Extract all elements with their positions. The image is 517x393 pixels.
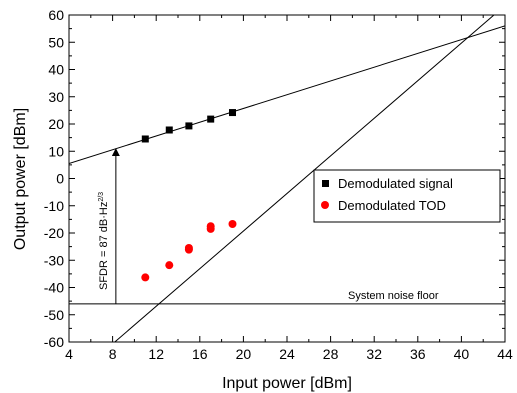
- legend-label-signal: Demodulated signal: [338, 176, 453, 191]
- sfdr-text: SFDR = 87 dB·Hz: [98, 202, 110, 290]
- x-tick-label: 28: [323, 346, 339, 362]
- y-tick-label: 10: [48, 143, 64, 159]
- tod-point: [141, 273, 150, 282]
- y-tick-label: 20: [48, 116, 64, 132]
- x-tick-label: 36: [410, 346, 426, 362]
- y-tick-label: 50: [48, 34, 64, 50]
- ticks: [68, 14, 506, 343]
- y-axis-label: Output power [dBm]: [12, 108, 29, 250]
- x-tick-label: 40: [454, 346, 470, 362]
- y-tick-label: 0: [56, 171, 64, 187]
- x-tick-label: 24: [279, 346, 295, 362]
- x-axis-label: Input power [dBm]: [222, 375, 352, 392]
- noise-floor-label: System noise floor: [348, 290, 439, 302]
- plot-area: 4 8 12 16 20 24 28 32 36 40 44 -60 -50 -40 -30 -20 -10 0 1…: [44, 7, 513, 362]
- legend-label-tod: Demodulated TOD: [338, 198, 446, 213]
- x-tick-label: 44: [497, 346, 513, 362]
- legend-box: [313, 169, 501, 223]
- tod-point: [228, 220, 237, 229]
- y-tick-label: 40: [48, 62, 64, 78]
- signal-point: [207, 115, 215, 123]
- x-tick-label: 20: [236, 346, 252, 362]
- signal-point: [165, 126, 173, 134]
- tod-point: [184, 245, 193, 254]
- y-tick-label: 30: [48, 89, 64, 105]
- sfdr-exponent: 2/3: [98, 192, 105, 202]
- markers: [141, 109, 237, 282]
- y-tick-label: -30: [44, 252, 64, 268]
- signal-point: [141, 135, 149, 143]
- legend: Demodulated signal Demodulated TOD: [313, 169, 501, 223]
- x-tick-label: 32: [366, 346, 382, 362]
- y-tick-label: -20: [44, 225, 64, 241]
- tod-point: [206, 224, 215, 233]
- y-tick-label: -40: [44, 280, 64, 296]
- x-tick-label: 12: [148, 346, 164, 362]
- legend-marker-tod: [321, 201, 329, 209]
- fit-line: [69, 25, 505, 164]
- signal-point: [229, 109, 236, 117]
- x-tick-label: 4: [65, 346, 73, 362]
- y-tick-label: -60: [44, 334, 64, 350]
- sfdr-annotation: SFDR = 87 dB·Hz2/3: [98, 192, 110, 290]
- x-tick-label: 16: [192, 346, 208, 362]
- x-tick-label: 8: [109, 346, 117, 362]
- tod-point: [165, 261, 174, 270]
- y-tick-label: -50: [44, 307, 64, 323]
- y-tick-label: -10: [44, 198, 64, 214]
- fit-line: [114, 15, 495, 342]
- legend-marker-signal: [322, 180, 329, 187]
- y-tick-label: 60: [48, 7, 64, 23]
- tick-labels: 4 8 12 16 20 24 28 32 36 40 44 -60 -50 -40 -30 -20 -10 0 1…: [44, 7, 513, 362]
- signal-point: [185, 122, 193, 130]
- lines: [69, 15, 505, 342]
